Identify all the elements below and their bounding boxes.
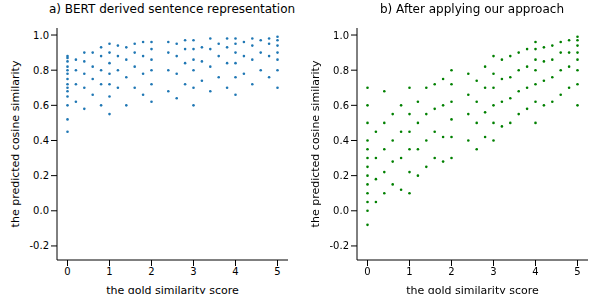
svg-text:0.6: 0.6 (33, 100, 49, 111)
svg-text:the gold similarity score: the gold similarity score (406, 284, 539, 294)
svg-text:0: 0 (364, 266, 370, 277)
svg-text:5: 5 (574, 266, 580, 277)
svg-text:the predicted cosine similarit: the predicted cosine similarity (309, 60, 322, 227)
svg-text:0.8: 0.8 (333, 65, 349, 76)
svg-text:3: 3 (190, 266, 196, 277)
svg-text:2: 2 (148, 266, 154, 277)
svg-text:1: 1 (406, 266, 412, 277)
html-text:a) BERT derived sentence repre: a) BERT derived sentence representation (48, 2, 296, 16)
svg-text:0.0: 0.0 (33, 205, 49, 216)
svg-text:0.4: 0.4 (333, 135, 349, 146)
svg-text:0.2: 0.2 (33, 170, 49, 181)
svg-text:0.2: 0.2 (333, 170, 349, 181)
svg-text:1: 1 (106, 266, 112, 277)
svg-text:the predicted cosine similarit: the predicted cosine similarity (9, 60, 22, 227)
svg-text:0.8: 0.8 (33, 65, 49, 76)
svg-text:0: 0 (64, 266, 70, 277)
svg-text:2: 2 (448, 266, 454, 277)
svg-text:0.0: 0.0 (333, 205, 349, 216)
svg-text:5: 5 (274, 266, 280, 277)
svg-text:0.6: 0.6 (333, 100, 349, 111)
html-text:b) After applying our approach: b) After applying our approach (380, 2, 564, 16)
svg-text:the gold similarity score: the gold similarity score (106, 284, 239, 294)
svg-text:4: 4 (232, 266, 238, 277)
svg-text:4: 4 (532, 266, 538, 277)
svg-text:1.0: 1.0 (33, 30, 49, 41)
svg-text:-0.2: -0.2 (329, 240, 349, 251)
svg-text:1.0: 1.0 (333, 30, 349, 41)
svg-text:3: 3 (490, 266, 496, 277)
svg-text:-0.2: -0.2 (29, 240, 49, 251)
svg-text:0.4: 0.4 (33, 135, 49, 146)
